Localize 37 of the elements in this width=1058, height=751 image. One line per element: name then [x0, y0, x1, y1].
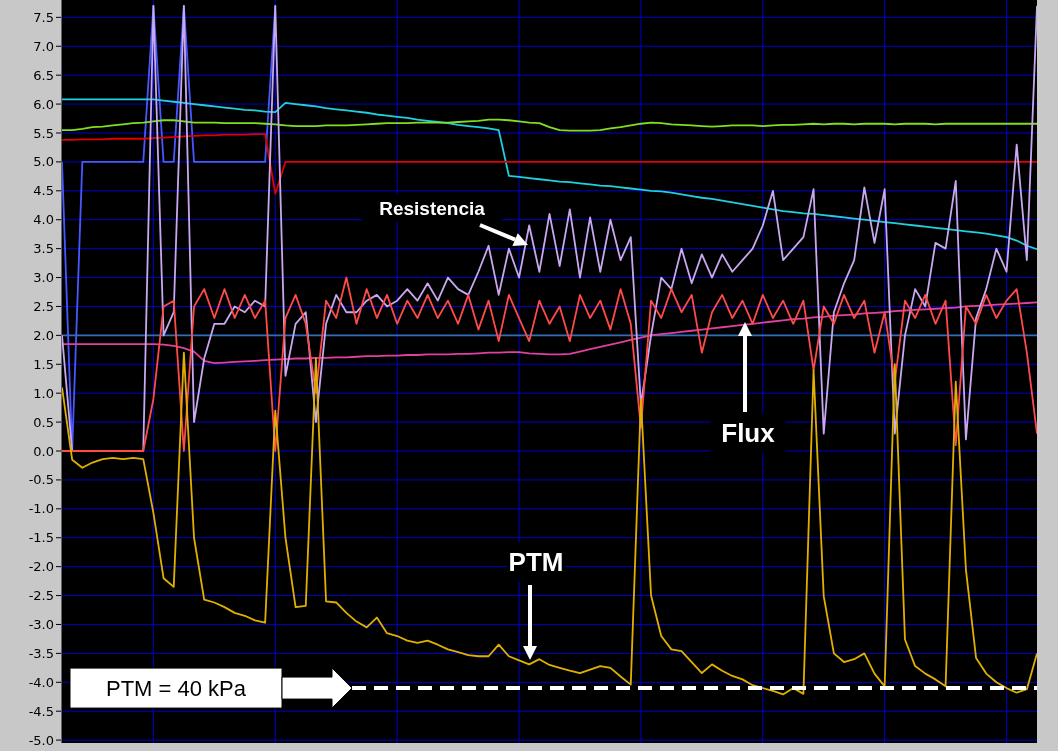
y-tick-label: -4.0: [28, 674, 54, 690]
y-tick-label: -5.0: [28, 732, 54, 748]
line-series: [62, 133, 1037, 195]
y-tick-label: 0.0: [33, 443, 54, 459]
y-tick-label: -1.5: [28, 530, 54, 546]
y-tick-label: -0.5: [28, 472, 54, 488]
y-tick-label: 2.5: [33, 299, 54, 314]
y-tick-label: 1.5: [33, 356, 54, 372]
annotation: Resistencia: [379, 197, 486, 219]
line-series: [62, 276, 1037, 452]
y-tick-label: 7.5: [33, 9, 54, 25]
annotation: PTM: [508, 547, 564, 578]
y-tick-label: -4.5: [28, 703, 54, 719]
y-tick-label: -2.0: [28, 559, 54, 575]
y-tick-label: 3.5: [33, 241, 54, 257]
y-tick-label: 4.0: [33, 212, 54, 228]
y-tick-label: 5.0: [33, 154, 54, 170]
y-tick-label: 7.0: [33, 38, 54, 54]
y-tick-label: 6.5: [33, 67, 54, 83]
line-series: [62, 98, 1037, 251]
y-tick-label: 5.5: [33, 125, 54, 141]
y-tick-label: 6.0: [33, 96, 54, 112]
y-tick-label: 0.5: [33, 414, 54, 430]
annotation: PTM = 40 kPa: [105, 675, 247, 701]
line-series: [62, 301, 1037, 365]
line-series: [62, 351, 1037, 696]
annotation: Flux: [721, 418, 776, 449]
y-tick-label: 3.0: [33, 270, 54, 286]
y-tick-label: -2.5: [28, 588, 54, 604]
y-tick-label: 1.0: [33, 385, 54, 401]
y-tick-label: 4.5: [33, 183, 54, 199]
line-series: [62, 4, 1037, 452]
y-tick-label: -3.5: [28, 645, 54, 661]
line-series: [62, 118, 1037, 132]
y-tick-label: 2.0: [33, 327, 54, 343]
y-tick-label: -1.0: [28, 501, 54, 517]
y-tick-label: -3.0: [28, 617, 54, 633]
